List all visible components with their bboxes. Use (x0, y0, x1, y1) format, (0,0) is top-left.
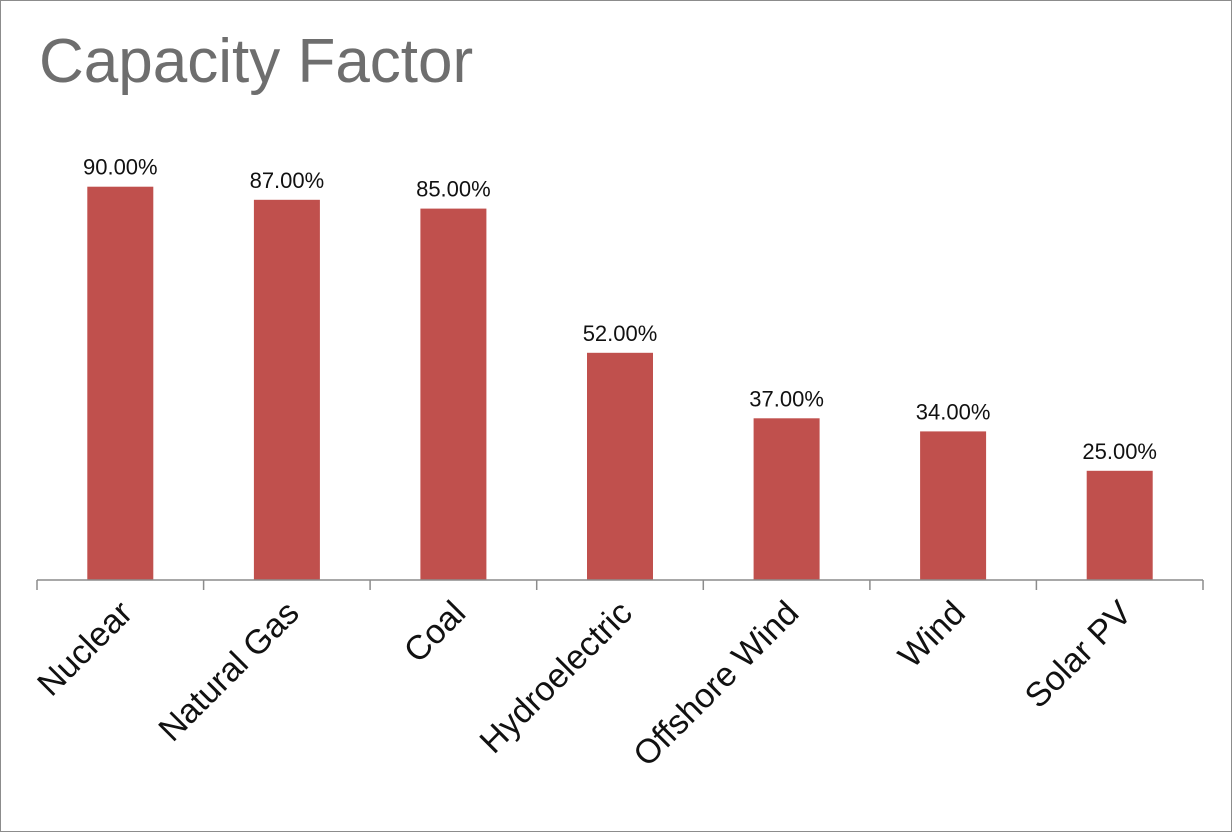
category-label: Offshore Wind (626, 594, 806, 774)
bar-nuclear (87, 186, 154, 580)
data-label: 85.00% (416, 177, 491, 202)
data-label: 37.00% (749, 386, 824, 411)
bar-wind (920, 431, 987, 580)
category-label: Solar PV (1018, 594, 1140, 716)
bar-coal (420, 208, 487, 580)
category-labels: Nuclear Natural Gas Coal HydroelectricOffsh… (30, 594, 1139, 774)
data-label: 25.00% (1082, 439, 1157, 464)
category-label: Nuclear (30, 594, 140, 704)
bars-group (87, 186, 1153, 581)
category-label: Hydroelectric (473, 594, 640, 761)
bar-natural-gas (253, 199, 320, 581)
data-label: 90.00% (83, 155, 158, 180)
data-label: 34.00% (916, 399, 991, 424)
data-label: 52.00% (583, 321, 658, 346)
data-label: 87.00% (250, 168, 325, 193)
bar-offshore-wind (753, 418, 820, 580)
data-labels: 90.00% 87.00% 85.00% 52.00% 37.00% 34.00% 25.0… (83, 155, 1157, 464)
bar-solar-pv (1086, 470, 1153, 581)
chart-title: Capacity Factor (39, 27, 474, 96)
category-label: Natural Gas (151, 594, 306, 749)
bar-hydroelectric (587, 352, 653, 580)
x-axis (36, 579, 1204, 590)
category-label: Coal (397, 594, 473, 670)
category-label: Wind (891, 594, 973, 676)
